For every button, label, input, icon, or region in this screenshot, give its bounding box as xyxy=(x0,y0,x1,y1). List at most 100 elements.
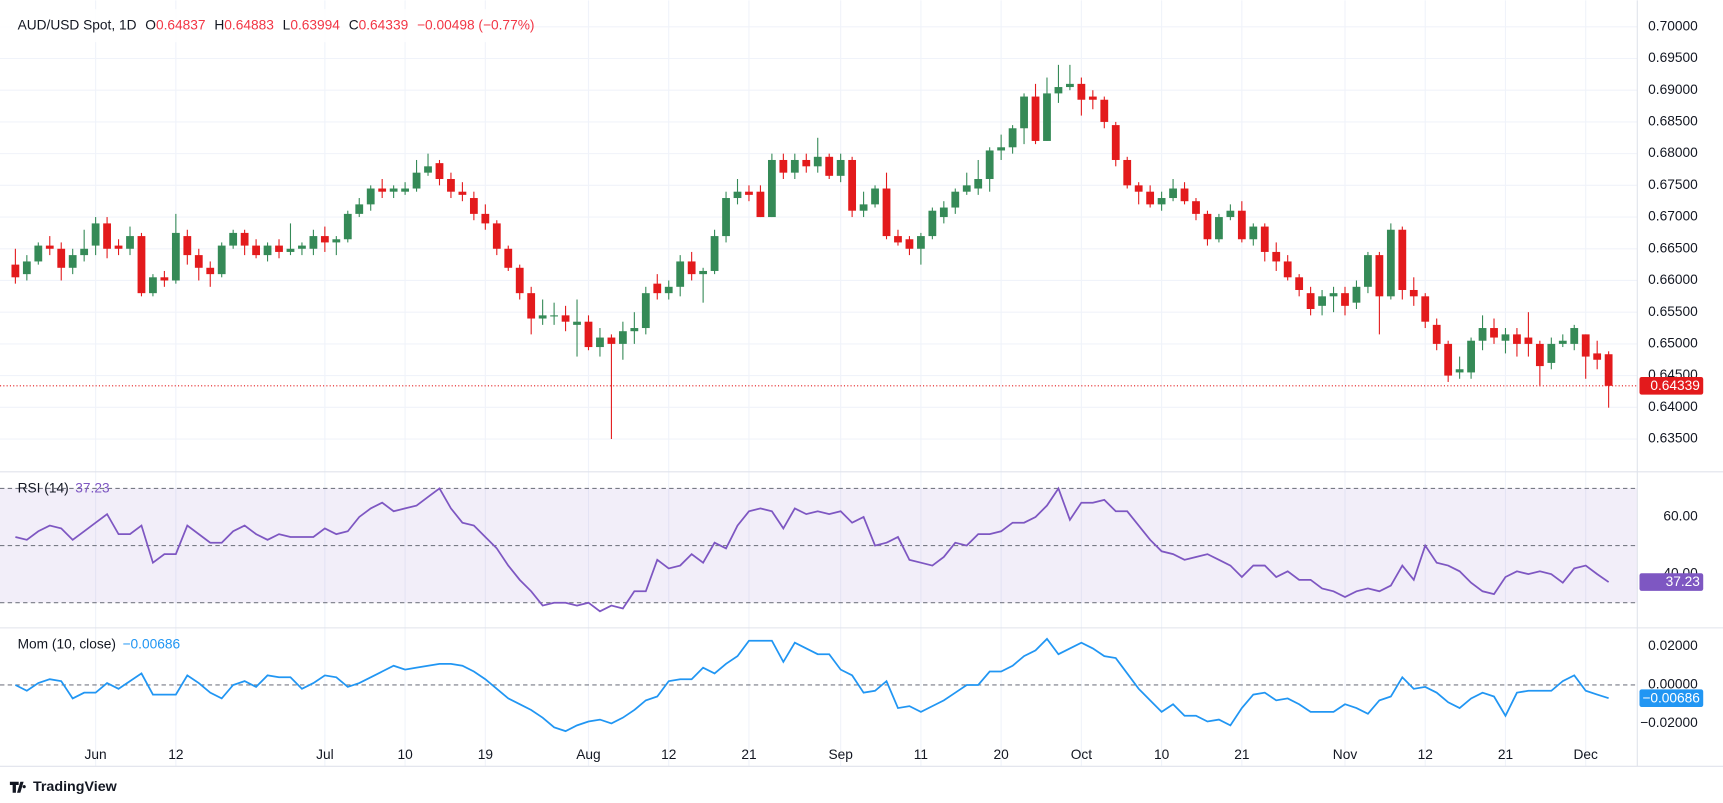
candle-body xyxy=(389,188,398,192)
candle-body xyxy=(1432,324,1441,344)
open-value: 0.64837 xyxy=(156,17,206,32)
symbol: AUD/USD Spot, 1D xyxy=(18,17,137,32)
candle-body xyxy=(1237,210,1246,240)
candle-body xyxy=(1444,343,1453,376)
candle-body xyxy=(45,245,54,249)
candle-body xyxy=(504,248,513,268)
x-tick-label: Oct xyxy=(1071,747,1093,762)
candle-body xyxy=(1031,96,1040,141)
candle-body xyxy=(1146,191,1155,205)
mark-layer xyxy=(0,64,1638,733)
candle-body xyxy=(1318,296,1326,306)
low-value: 0.63994 xyxy=(290,17,340,32)
change-value: −0.00498 (−0.77%) xyxy=(417,17,534,32)
candle-body xyxy=(1467,340,1475,373)
candle-body xyxy=(1306,293,1315,310)
x-tick-label: 21 xyxy=(1498,747,1513,762)
candle-body xyxy=(34,245,43,262)
candle-body xyxy=(275,245,283,252)
close-label: C xyxy=(349,17,359,32)
candle-body xyxy=(103,223,111,249)
candle-body xyxy=(1398,229,1407,290)
candle-body xyxy=(790,159,799,173)
high-label: H xyxy=(214,17,224,32)
price-badge: 0.64339 xyxy=(1650,378,1700,393)
candle-body xyxy=(676,261,685,287)
candle-body xyxy=(699,270,708,275)
candle-body xyxy=(332,239,341,243)
candle-body xyxy=(1513,334,1521,344)
candle-body xyxy=(1272,251,1281,262)
candle-body xyxy=(1180,188,1189,202)
y-tick-label: 0.64000 xyxy=(1648,399,1698,414)
candle-body xyxy=(1341,293,1349,306)
pane-title: Mom (10, close) xyxy=(18,636,116,651)
pane-legend: Mom (10, close) −0.00686 xyxy=(18,636,181,651)
x-tick-label: 10 xyxy=(1154,747,1170,762)
y-tick-label: 0.69000 xyxy=(1648,82,1698,97)
candle-body xyxy=(653,283,662,294)
candle-body xyxy=(836,159,845,176)
candle-body xyxy=(756,191,765,218)
candle-body xyxy=(1375,255,1384,297)
candle-body xyxy=(378,188,387,192)
candle-body xyxy=(309,236,318,249)
candle-body xyxy=(68,255,77,268)
candle-body xyxy=(91,223,100,246)
candle-body xyxy=(11,264,20,278)
candle-body xyxy=(1088,96,1097,100)
candle-body xyxy=(1295,277,1304,290)
candle-body xyxy=(584,321,593,348)
candle-body xyxy=(1558,340,1567,344)
candle-body xyxy=(263,245,272,256)
candle-body xyxy=(687,261,696,275)
y-tick-label: 0.66000 xyxy=(1648,272,1698,287)
candle-body xyxy=(149,277,157,294)
candle-body xyxy=(859,204,868,211)
y-tick-label: 0.67500 xyxy=(1648,177,1698,192)
candle-body xyxy=(469,198,478,214)
brand: TradingView xyxy=(33,779,118,795)
candle-body xyxy=(1581,334,1590,357)
candle-body xyxy=(825,156,834,176)
candle-body xyxy=(1501,334,1510,341)
candle-body xyxy=(1364,255,1372,287)
candle-body xyxy=(1203,213,1212,240)
x-tick-label: 21 xyxy=(741,747,756,762)
candle-body xyxy=(1123,159,1132,186)
candle-body xyxy=(1535,343,1544,367)
candle-body xyxy=(1157,198,1166,205)
x-tick-label: Nov xyxy=(1333,747,1358,762)
candle-body xyxy=(917,236,925,249)
candle-body xyxy=(1100,99,1109,122)
candle-body xyxy=(596,337,604,348)
candle-body xyxy=(1547,343,1556,363)
candle-body xyxy=(1169,188,1177,199)
y-tick-label: 0.02000 xyxy=(1648,638,1698,653)
logo-shape xyxy=(9,781,26,793)
x-tick-label: Aug xyxy=(576,747,600,762)
candle-body xyxy=(1077,83,1086,100)
candle-body xyxy=(229,232,238,246)
candle-body xyxy=(939,207,948,218)
chart-header: AUD/USD Spot, 1D O0.64837 H0.64883 L0.63994… xyxy=(18,17,535,32)
candle-body xyxy=(607,337,616,344)
candle-body xyxy=(1524,337,1533,344)
candle-body xyxy=(160,277,169,281)
candle-body xyxy=(1054,87,1063,94)
low-label: L xyxy=(283,17,291,32)
candle-body xyxy=(57,248,66,268)
pane-title: RSI (14) xyxy=(18,480,69,495)
x-tick-label: 10 xyxy=(397,747,413,762)
candle-body xyxy=(515,267,524,294)
indicator-line xyxy=(14,637,1609,733)
value-badge: −0.00686 xyxy=(1642,690,1700,705)
grid-layer xyxy=(0,0,1638,767)
x-tick-label: Dec xyxy=(1574,747,1599,762)
x-tick-label: 21 xyxy=(1234,747,1249,762)
candle-body xyxy=(641,293,650,329)
candle-body xyxy=(1329,293,1338,297)
x-tick-label: 20 xyxy=(994,747,1010,762)
candle-body xyxy=(355,204,364,214)
